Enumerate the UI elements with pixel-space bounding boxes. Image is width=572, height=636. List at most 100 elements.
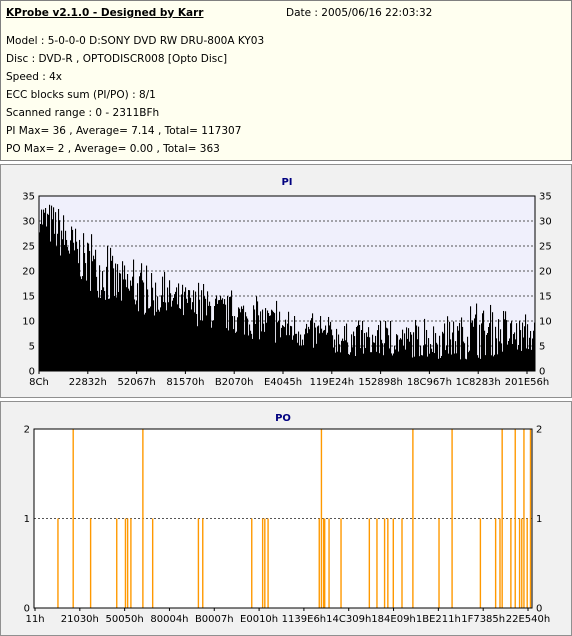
pi-bar xyxy=(530,330,532,371)
pi-bar xyxy=(291,326,293,371)
pi-chart: PI 0 0 5 5 10 10 15 15 20 20 25 25 30 30 35 35 8Ch 22832h 5… xyxy=(22,177,552,388)
speed-line: Speed : 4x xyxy=(6,71,63,83)
pi-bar xyxy=(436,342,438,371)
pi-bar xyxy=(380,321,382,371)
pi-bar xyxy=(265,308,267,371)
pi-bar xyxy=(275,342,277,371)
pi-bar xyxy=(339,344,341,371)
pi-bar xyxy=(406,327,408,371)
pi-bar xyxy=(313,347,315,371)
pi-bar xyxy=(239,308,241,371)
pi-bar xyxy=(387,328,389,371)
y-tick-label-right: 30 xyxy=(539,217,552,228)
pi-bar xyxy=(251,333,253,371)
pi-bar xyxy=(324,329,326,371)
pi-bar xyxy=(172,300,174,371)
pi-bar xyxy=(248,335,250,371)
pi-bar xyxy=(87,242,89,371)
pi-bar xyxy=(278,320,280,371)
pi-bar xyxy=(357,325,359,371)
pi-bar xyxy=(444,323,446,371)
pi-bar xyxy=(164,271,166,371)
pi-bar xyxy=(345,340,347,371)
pi-bar xyxy=(427,356,429,371)
pi-bar xyxy=(269,315,271,371)
pi-bar xyxy=(419,356,421,371)
pi-bar xyxy=(308,326,310,371)
pi-bar xyxy=(158,309,160,371)
pi-bar xyxy=(526,348,528,371)
pi-bar xyxy=(392,355,394,371)
pi-bar xyxy=(319,333,321,371)
pi-bar xyxy=(220,295,222,371)
pi-bar xyxy=(440,357,442,371)
pi-bar xyxy=(415,319,417,371)
pi-bar xyxy=(81,279,83,371)
x-tick-label: E0010h xyxy=(240,614,278,625)
pi-bar xyxy=(205,298,207,371)
pi-bar xyxy=(360,348,362,371)
chart-title: PO xyxy=(275,413,291,424)
plot-frame xyxy=(38,195,536,372)
pi-bar xyxy=(241,306,243,371)
pi-bar xyxy=(242,308,244,371)
pi-bar xyxy=(85,263,87,371)
pi-bar xyxy=(94,259,96,371)
pi-bar xyxy=(232,316,234,371)
y-tick-label-left: 0 xyxy=(29,367,35,378)
pi-bar xyxy=(263,323,265,371)
pi-bar xyxy=(442,331,444,371)
pi-bar xyxy=(96,276,98,371)
pi-bar xyxy=(350,352,352,371)
po-chart-panel: PO 0 0 1 1 2 2 11h 21030h 50050h 80004h B0007h E0010… xyxy=(0,401,572,636)
pi-bar xyxy=(99,265,101,371)
pi-bar xyxy=(144,314,146,371)
pi-bar xyxy=(182,284,184,371)
pi-bar xyxy=(523,337,525,371)
pi-bar xyxy=(183,315,185,371)
pi-bar xyxy=(153,300,155,371)
pi-bar xyxy=(395,349,397,371)
pi-bar xyxy=(344,326,346,371)
pi-bar xyxy=(307,333,309,371)
pi-bar xyxy=(112,255,114,371)
pi-bar xyxy=(302,339,304,371)
x-tick-label: 1F7385h xyxy=(461,614,505,625)
pi-bar xyxy=(410,332,412,371)
pi-bar xyxy=(191,309,193,371)
pi-bar xyxy=(428,338,430,371)
range-line: Scanned range : 0 - 2311BFh xyxy=(6,107,160,119)
pi-bar xyxy=(499,341,501,371)
pi-bar xyxy=(170,293,172,371)
pi-bar xyxy=(55,212,57,371)
pi-bar xyxy=(60,255,62,371)
y-tick-label-right: 35 xyxy=(539,192,552,203)
pi-bar xyxy=(488,326,490,371)
pi-bar xyxy=(118,291,120,371)
x-tick-label: 80004h xyxy=(150,614,188,625)
pi-bar xyxy=(364,333,366,371)
pi-bar xyxy=(283,326,285,371)
pi-bar xyxy=(217,303,219,371)
pi-bar xyxy=(424,318,426,371)
y-tick-label-right: 0 xyxy=(539,367,545,378)
pi-bar xyxy=(506,320,508,371)
x-tick-label: 18C967h xyxy=(407,377,452,388)
pi-bar xyxy=(180,308,182,371)
pi-bar xyxy=(335,352,337,371)
pi-bar xyxy=(264,331,266,371)
pi-bar xyxy=(489,323,491,371)
x-tick-label: 22E540h xyxy=(506,614,550,625)
pi-bar xyxy=(461,317,463,371)
pi-bar xyxy=(439,335,441,371)
pi-bar xyxy=(233,329,235,371)
pi-bar xyxy=(470,306,472,371)
pi-bar xyxy=(393,353,395,371)
pi-bar xyxy=(120,273,122,371)
pi-bar xyxy=(236,331,238,371)
pi-bar xyxy=(101,290,103,371)
pi-bar xyxy=(486,334,488,371)
pi-bar xyxy=(343,341,345,371)
pi-bar xyxy=(48,214,50,371)
pi-bar xyxy=(445,350,447,371)
